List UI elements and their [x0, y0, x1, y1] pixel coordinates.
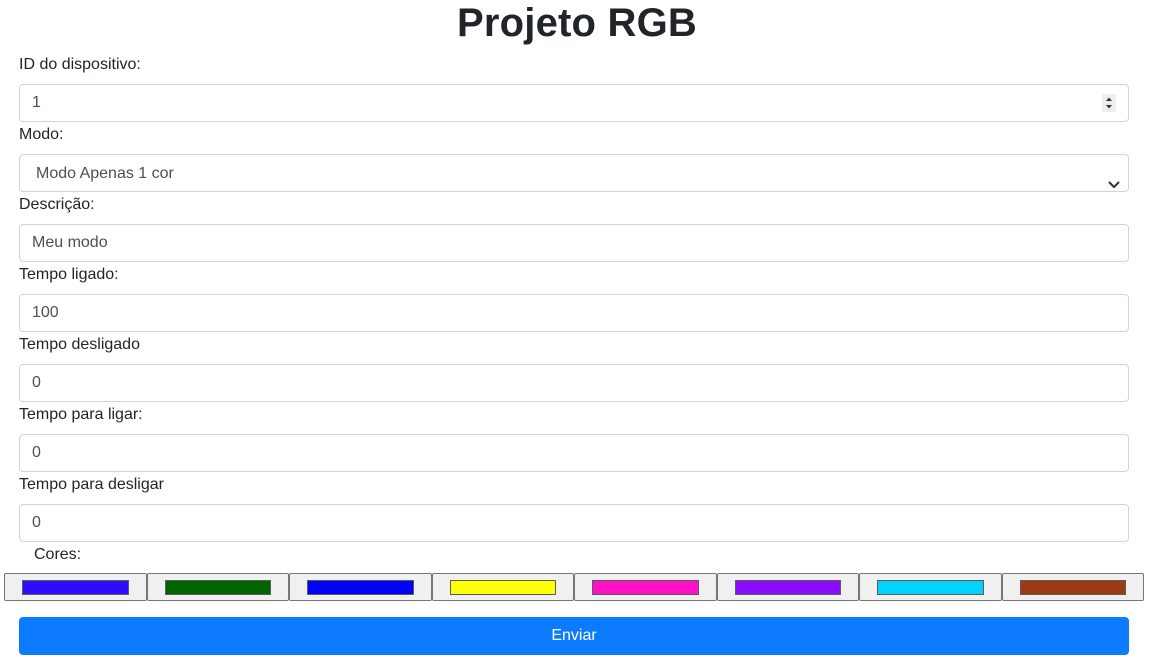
color-picker-8[interactable] [1002, 573, 1144, 601]
color-picker-row [4, 573, 1144, 601]
color-swatch [1020, 580, 1126, 595]
time-on-value: 100 [32, 304, 59, 321]
mode-label: Modo: [19, 126, 64, 143]
color-swatch [592, 580, 699, 595]
mode-selected-value: Modo Apenas 1 cor [36, 165, 174, 182]
time-to-off-input[interactable]: 0 [19, 504, 1129, 542]
color-swatch [877, 580, 984, 595]
color-picker-4[interactable] [432, 573, 574, 601]
time-to-off-value: 0 [32, 514, 41, 531]
device-id-value: 1 [32, 94, 41, 111]
color-swatch [165, 580, 271, 595]
time-off-value: 0 [32, 374, 41, 391]
time-on-label: Tempo ligado: [19, 266, 119, 283]
time-on-input[interactable]: 100 [19, 294, 1129, 332]
time-to-on-label: Tempo para ligar: [19, 406, 143, 423]
time-to-on-input[interactable]: 0 [19, 434, 1129, 472]
mode-select[interactable]: Modo Apenas 1 cor [19, 154, 1129, 192]
description-label: Descrição: [19, 196, 95, 213]
submit-button[interactable]: Enviar [19, 617, 1129, 655]
colors-label: Cores: [34, 546, 82, 563]
device-id-input[interactable]: 1 [19, 84, 1129, 122]
color-swatch [450, 580, 556, 595]
color-picker-1[interactable] [4, 573, 147, 601]
color-swatch [735, 580, 841, 595]
color-swatch [307, 580, 414, 595]
color-picker-6[interactable] [717, 573, 859, 601]
time-off-label: Tempo desligado [19, 336, 140, 353]
color-picker-5[interactable] [574, 573, 717, 601]
description-input[interactable]: Meu modo [19, 224, 1129, 262]
color-picker-3[interactable] [289, 573, 432, 601]
number-spinner-icon[interactable] [1102, 94, 1116, 112]
page-title: Projeto RGB [457, 1, 697, 45]
time-off-input[interactable]: 0 [19, 364, 1129, 402]
color-picker-7[interactable] [859, 573, 1002, 601]
device-id-label: ID do dispositivo: [19, 56, 141, 73]
chevron-down-icon [1108, 168, 1120, 188]
color-swatch [22, 580, 129, 595]
color-picker-2[interactable] [147, 573, 289, 601]
time-to-on-value: 0 [32, 444, 41, 461]
time-to-off-label: Tempo para desligar [19, 476, 164, 493]
description-value: Meu modo [32, 234, 108, 251]
